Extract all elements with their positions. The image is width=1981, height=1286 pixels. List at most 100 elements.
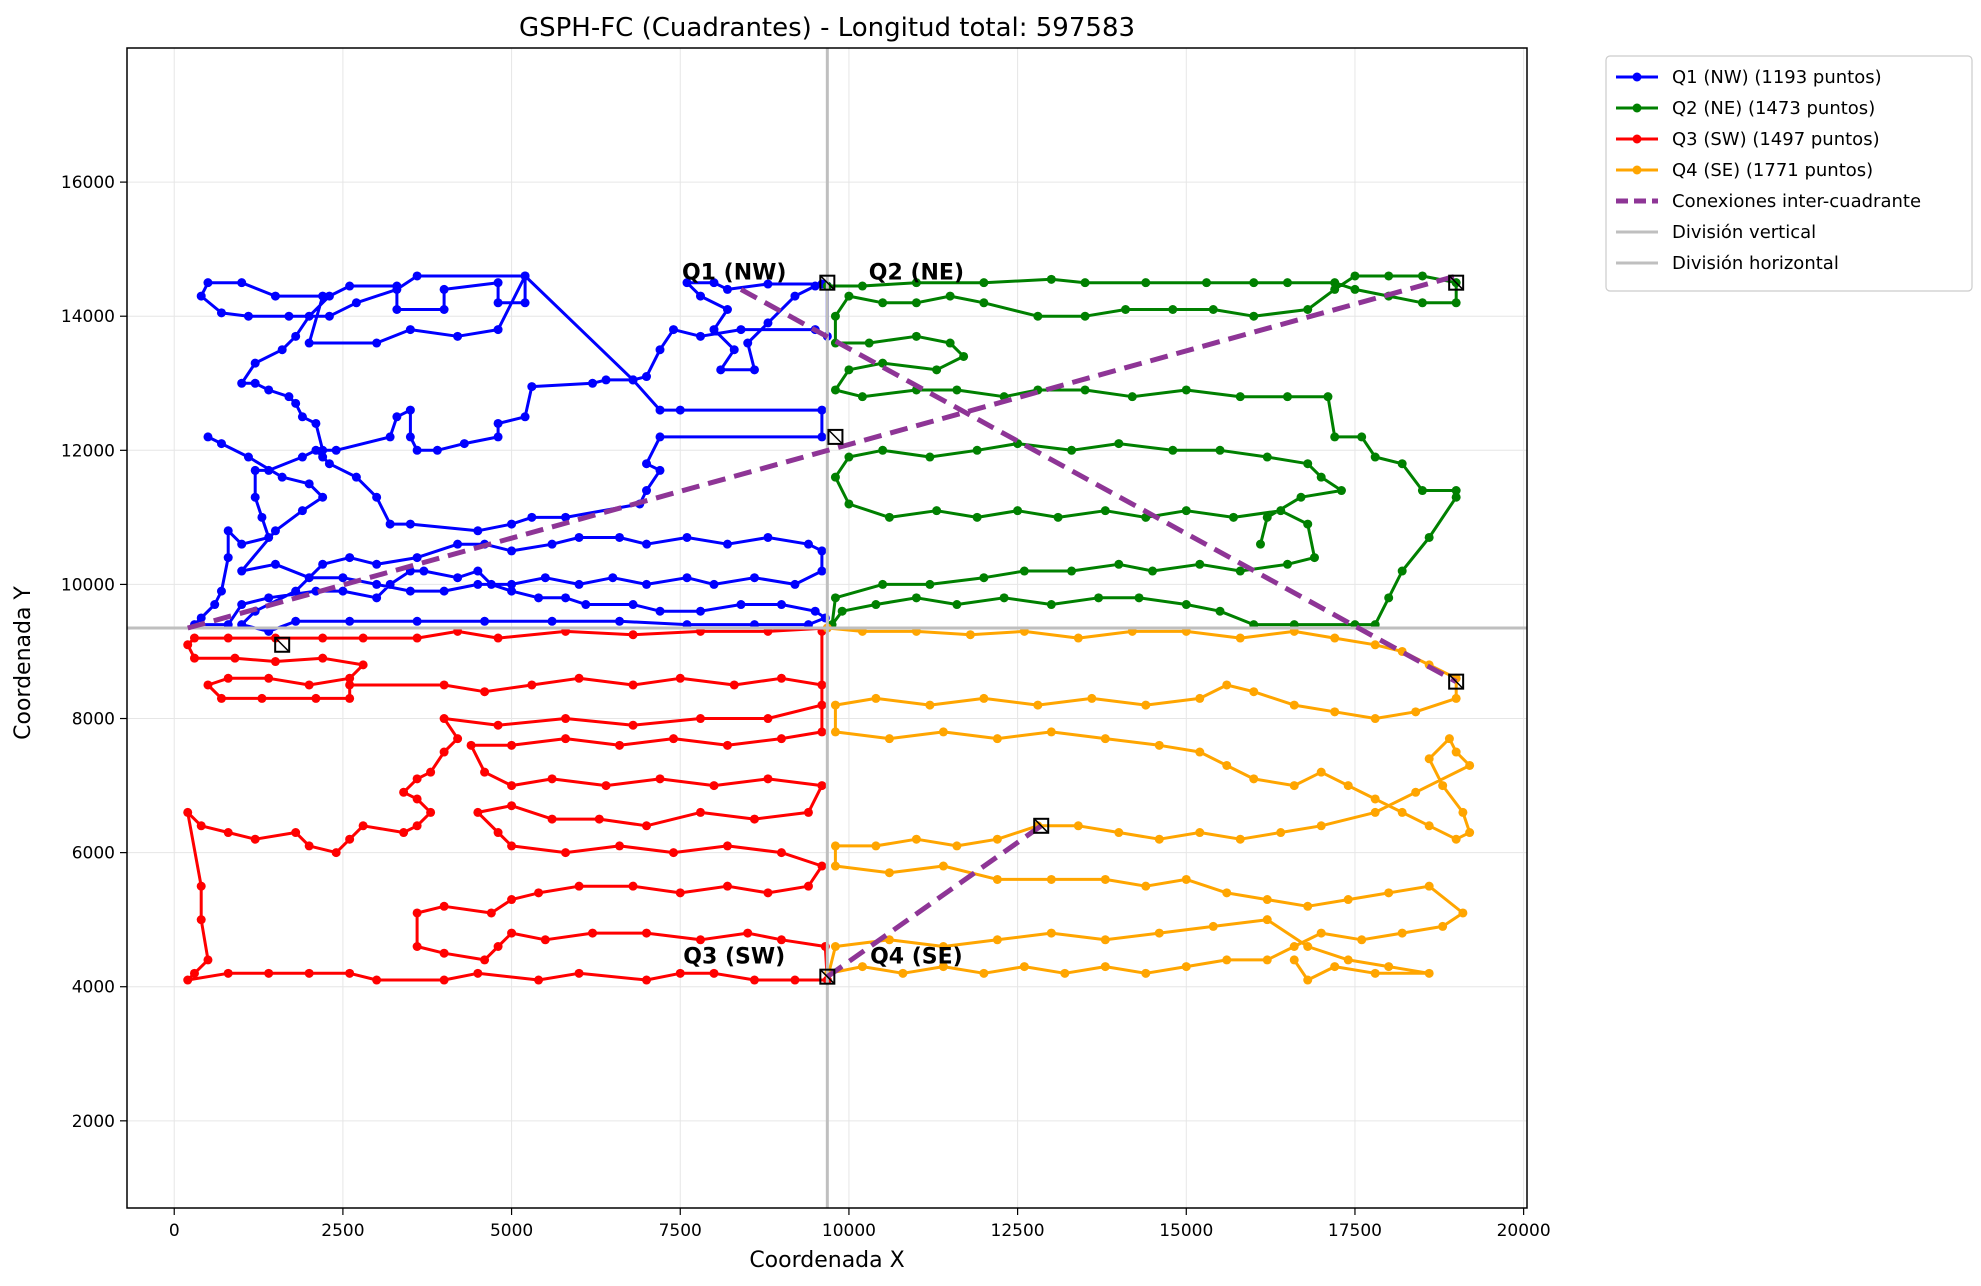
series-point (776, 673, 786, 683)
legend-label: Q1 (NW) (1193 puntos) (1672, 67, 1882, 88)
series-point (1411, 787, 1421, 797)
y-tick-label: 16000 (61, 173, 115, 193)
series-point (318, 445, 328, 455)
series-point (412, 821, 422, 831)
series-point (203, 680, 213, 690)
series-point (392, 305, 402, 315)
series-point (1384, 271, 1394, 281)
series-point (1303, 519, 1313, 529)
series-point (412, 774, 422, 784)
series-point (938, 941, 948, 951)
series-point (473, 807, 483, 817)
series-point (493, 325, 503, 335)
series-point (695, 291, 705, 301)
series-point (1262, 452, 1272, 462)
series-point (1316, 821, 1326, 831)
series-point (628, 375, 638, 385)
series-point (884, 512, 894, 522)
series-point (844, 365, 854, 375)
series-point (264, 532, 274, 542)
series-point (1181, 962, 1191, 972)
series-point (878, 358, 888, 368)
series-point (311, 586, 321, 596)
series-point (264, 385, 274, 395)
series-point (1350, 271, 1360, 281)
series-point (803, 539, 813, 549)
series-point (1370, 640, 1380, 650)
series-point (1465, 760, 1475, 770)
series-point (979, 968, 989, 978)
legend-item: Q2 (NE) (1473 puntos) (1616, 98, 1875, 119)
series-point (358, 660, 368, 670)
series-point (628, 881, 638, 891)
inter-quadrant-connection (825, 823, 1043, 979)
series-point (763, 774, 773, 784)
endpoint-marker (819, 968, 836, 985)
series-point (324, 311, 334, 321)
series-point (1397, 928, 1407, 938)
y-tick-label: 8000 (72, 710, 115, 730)
series-point (655, 345, 665, 355)
series-point (952, 385, 962, 395)
x-tick-label: 15000 (1159, 1221, 1213, 1241)
series-point (223, 553, 233, 563)
series-point (857, 962, 867, 972)
series-point (1303, 459, 1313, 469)
series-point (223, 968, 233, 978)
x-tick-label: 20000 (1497, 1221, 1551, 1241)
series-point (318, 452, 328, 462)
endpoint-marker-cross (819, 275, 835, 291)
series-point (709, 278, 719, 288)
series-point (844, 499, 854, 509)
series-point (1114, 559, 1124, 569)
series-point (1154, 740, 1164, 750)
x-axis-label: Coordenada X (749, 1248, 904, 1273)
series-point (493, 941, 503, 951)
series-point (1262, 915, 1272, 925)
series-point (1127, 392, 1137, 402)
series-point (884, 868, 894, 878)
series-point (547, 539, 557, 549)
series-point (1330, 962, 1340, 972)
series-point (405, 405, 415, 415)
series-point (1343, 955, 1353, 965)
plot-frame (126, 47, 1528, 1209)
series-point (426, 767, 436, 777)
series-point (237, 378, 247, 388)
legend-item: Q3 (SW) (1497 puntos) (1616, 129, 1880, 150)
series-point (615, 532, 625, 542)
series-point (297, 412, 307, 422)
series-point (547, 774, 557, 784)
series-point (270, 291, 280, 301)
series-point (642, 928, 652, 938)
series-point (345, 693, 355, 703)
series-point (1148, 566, 1158, 576)
series-point (345, 680, 355, 690)
series-point (932, 506, 942, 516)
series-point (601, 781, 611, 791)
series-point (803, 881, 813, 891)
series-point (790, 579, 800, 589)
endpoint-marker (274, 636, 291, 653)
series-point (1208, 305, 1218, 315)
series-point (291, 331, 301, 341)
series-point (1316, 472, 1326, 482)
series-point (210, 600, 220, 610)
series-point (588, 378, 598, 388)
series-point (642, 539, 652, 549)
series-point (405, 586, 415, 596)
series-point (372, 975, 382, 985)
series-point (992, 874, 1002, 884)
series-point (250, 378, 260, 388)
series-point (709, 781, 719, 791)
series-point (776, 848, 786, 858)
series-point (223, 828, 233, 838)
series-point (372, 338, 382, 348)
series-point (972, 445, 982, 455)
series-point (237, 539, 247, 549)
series-point (736, 600, 746, 610)
series-point (1046, 274, 1056, 284)
series-point (830, 727, 840, 737)
series-point (1444, 734, 1454, 744)
y-axis-label: Coordenada Y (11, 586, 36, 740)
